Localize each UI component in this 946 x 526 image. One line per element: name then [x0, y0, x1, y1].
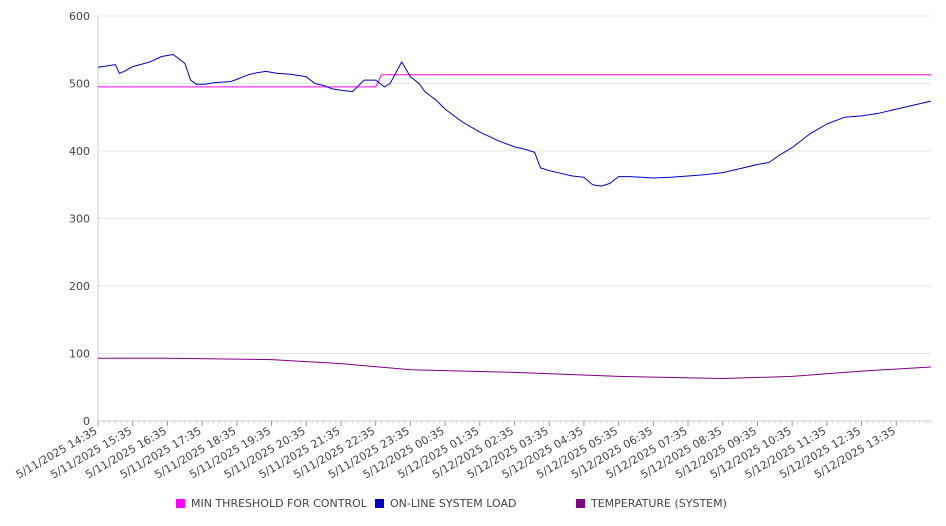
- y-tick-label: 600: [69, 10, 90, 23]
- y-tick-label: 200: [69, 280, 90, 293]
- system-load-line: [97, 54, 932, 187]
- y-tick-label: 300: [69, 213, 90, 226]
- legend-item-temperature[interactable]: TEMPERATURE (SYSTEM): [576, 497, 727, 510]
- legend-swatch-temperature: [576, 499, 585, 508]
- gridlines: [98, 15, 931, 422]
- y-tick-label: 100: [69, 348, 90, 361]
- legend-label-threshold: MIN THRESHOLD FOR CONTROL: [191, 497, 367, 510]
- legend-item-load[interactable]: ON-LINE SYSTEM LOAD: [375, 497, 516, 510]
- axes: [97, 16, 932, 426]
- temperature-line: [98, 357, 932, 379]
- legend-swatch-load: [375, 499, 384, 508]
- y-tick-labels: 0 100 200 300 400 500 600: [69, 10, 90, 428]
- legend-label-load: ON-LINE SYSTEM LOAD: [390, 497, 517, 510]
- legend: MIN THRESHOLD FOR CONTROL ON-LINE SYSTEM…: [0, 497, 946, 517]
- series-lines: [97, 54, 932, 379]
- y-tick-label: 500: [69, 78, 90, 91]
- threshold-line: [98, 74, 931, 88]
- legend-swatch-threshold: [176, 499, 185, 508]
- x-tick-labels: 5/11/2025 14:355/11/2025 15:355/11/2025 …: [14, 424, 898, 481]
- y-tick-label: 0: [83, 415, 90, 428]
- legend-label-temperature: TEMPERATURE (SYSTEM): [591, 497, 727, 510]
- y-tick-label: 400: [69, 145, 90, 158]
- legend-item-threshold[interactable]: MIN THRESHOLD FOR CONTROL: [176, 497, 367, 510]
